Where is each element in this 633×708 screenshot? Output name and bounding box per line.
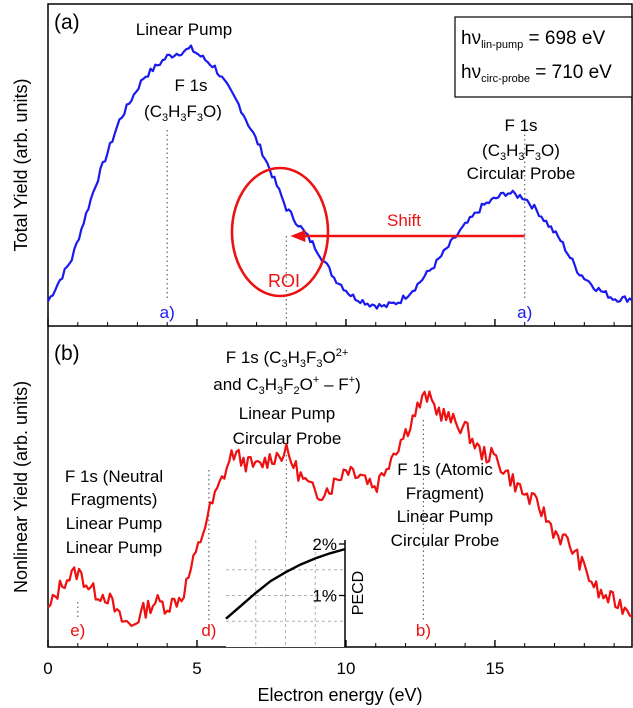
annotation-f1s-right: F 1s bbox=[504, 116, 537, 135]
x-tick-label: 10 bbox=[336, 659, 355, 678]
x-axis-label: Electron energy (eV) bbox=[257, 685, 422, 705]
annotation-atomic-fragment: Linear Pump bbox=[397, 507, 493, 526]
annotation-f1s-right-formula: (C3H3F3O) bbox=[482, 141, 560, 163]
annotation-f1s-left-formula: (C3H3F3O) bbox=[144, 102, 222, 124]
annotation-circular-probe-b: Circular Probe bbox=[233, 429, 342, 448]
info-box bbox=[454, 16, 633, 98]
inset-y-tick-label: 2% bbox=[312, 535, 337, 554]
annotation-atomic-fragment: Fragment) bbox=[406, 484, 484, 503]
y-axis-label-a: Total Yield (arb. units) bbox=[11, 78, 31, 251]
annotation-neutral-fragments: F 1s (Neutral bbox=[65, 467, 163, 486]
annotation-neutral-fragments: Linear Pump bbox=[66, 538, 162, 557]
shift-arrowhead bbox=[290, 230, 306, 242]
inset-background bbox=[226, 540, 345, 647]
annotation-atomic-fragment: Circular Probe bbox=[391, 531, 500, 550]
annotation-linear-pump: Linear Pump bbox=[136, 20, 232, 39]
shift-label: Shift bbox=[387, 211, 421, 230]
info-box-row: hνlin-pump = 698 eV bbox=[461, 28, 605, 51]
x-tick-label: 5 bbox=[192, 659, 201, 678]
x-tick-label: 15 bbox=[485, 659, 504, 678]
inset-y-tick-label: 1% bbox=[312, 587, 337, 606]
annotation-f1s-cation: F 1s (C3H3F3O2+ bbox=[226, 347, 349, 370]
inset-y-axis-label: PECD bbox=[350, 571, 367, 615]
roi-label: ROI bbox=[268, 271, 300, 291]
annotation-atomic-fragment: F 1s (Atomic bbox=[397, 460, 493, 479]
series-line-total-yield bbox=[47, 44, 633, 310]
annotation-circular-probe: Circular Probe bbox=[467, 164, 576, 183]
annotation-neutral-fragments: Fragments) bbox=[71, 490, 158, 509]
marker-label: e) bbox=[70, 621, 85, 640]
info-box-row: hνcirc-probe = 710 eV bbox=[461, 62, 612, 85]
series-line-nonlinear-yield bbox=[47, 390, 633, 627]
annotation-linear-pump-b: Linear Pump bbox=[239, 404, 335, 423]
annotation-f1s-cation-2: and C3H3F2O+ – F+) bbox=[213, 374, 361, 397]
panel-label-a: (a) bbox=[54, 11, 80, 34]
marker-label: b) bbox=[416, 621, 431, 640]
panel-label-b: (b) bbox=[54, 342, 80, 365]
pecd-curve bbox=[225, 547, 346, 620]
marker-label: a) bbox=[517, 303, 532, 322]
marker-label: a) bbox=[160, 303, 175, 322]
roi-ellipse bbox=[230, 166, 330, 298]
x-tick-label: 0 bbox=[43, 659, 52, 678]
annotation-neutral-fragments: Linear Pump bbox=[66, 514, 162, 533]
marker-label: d) bbox=[201, 621, 216, 640]
y-axis-label-b: Nonlinear Yield (arb. units) bbox=[11, 381, 31, 593]
annotation-f1s-left: F 1s bbox=[174, 76, 207, 95]
